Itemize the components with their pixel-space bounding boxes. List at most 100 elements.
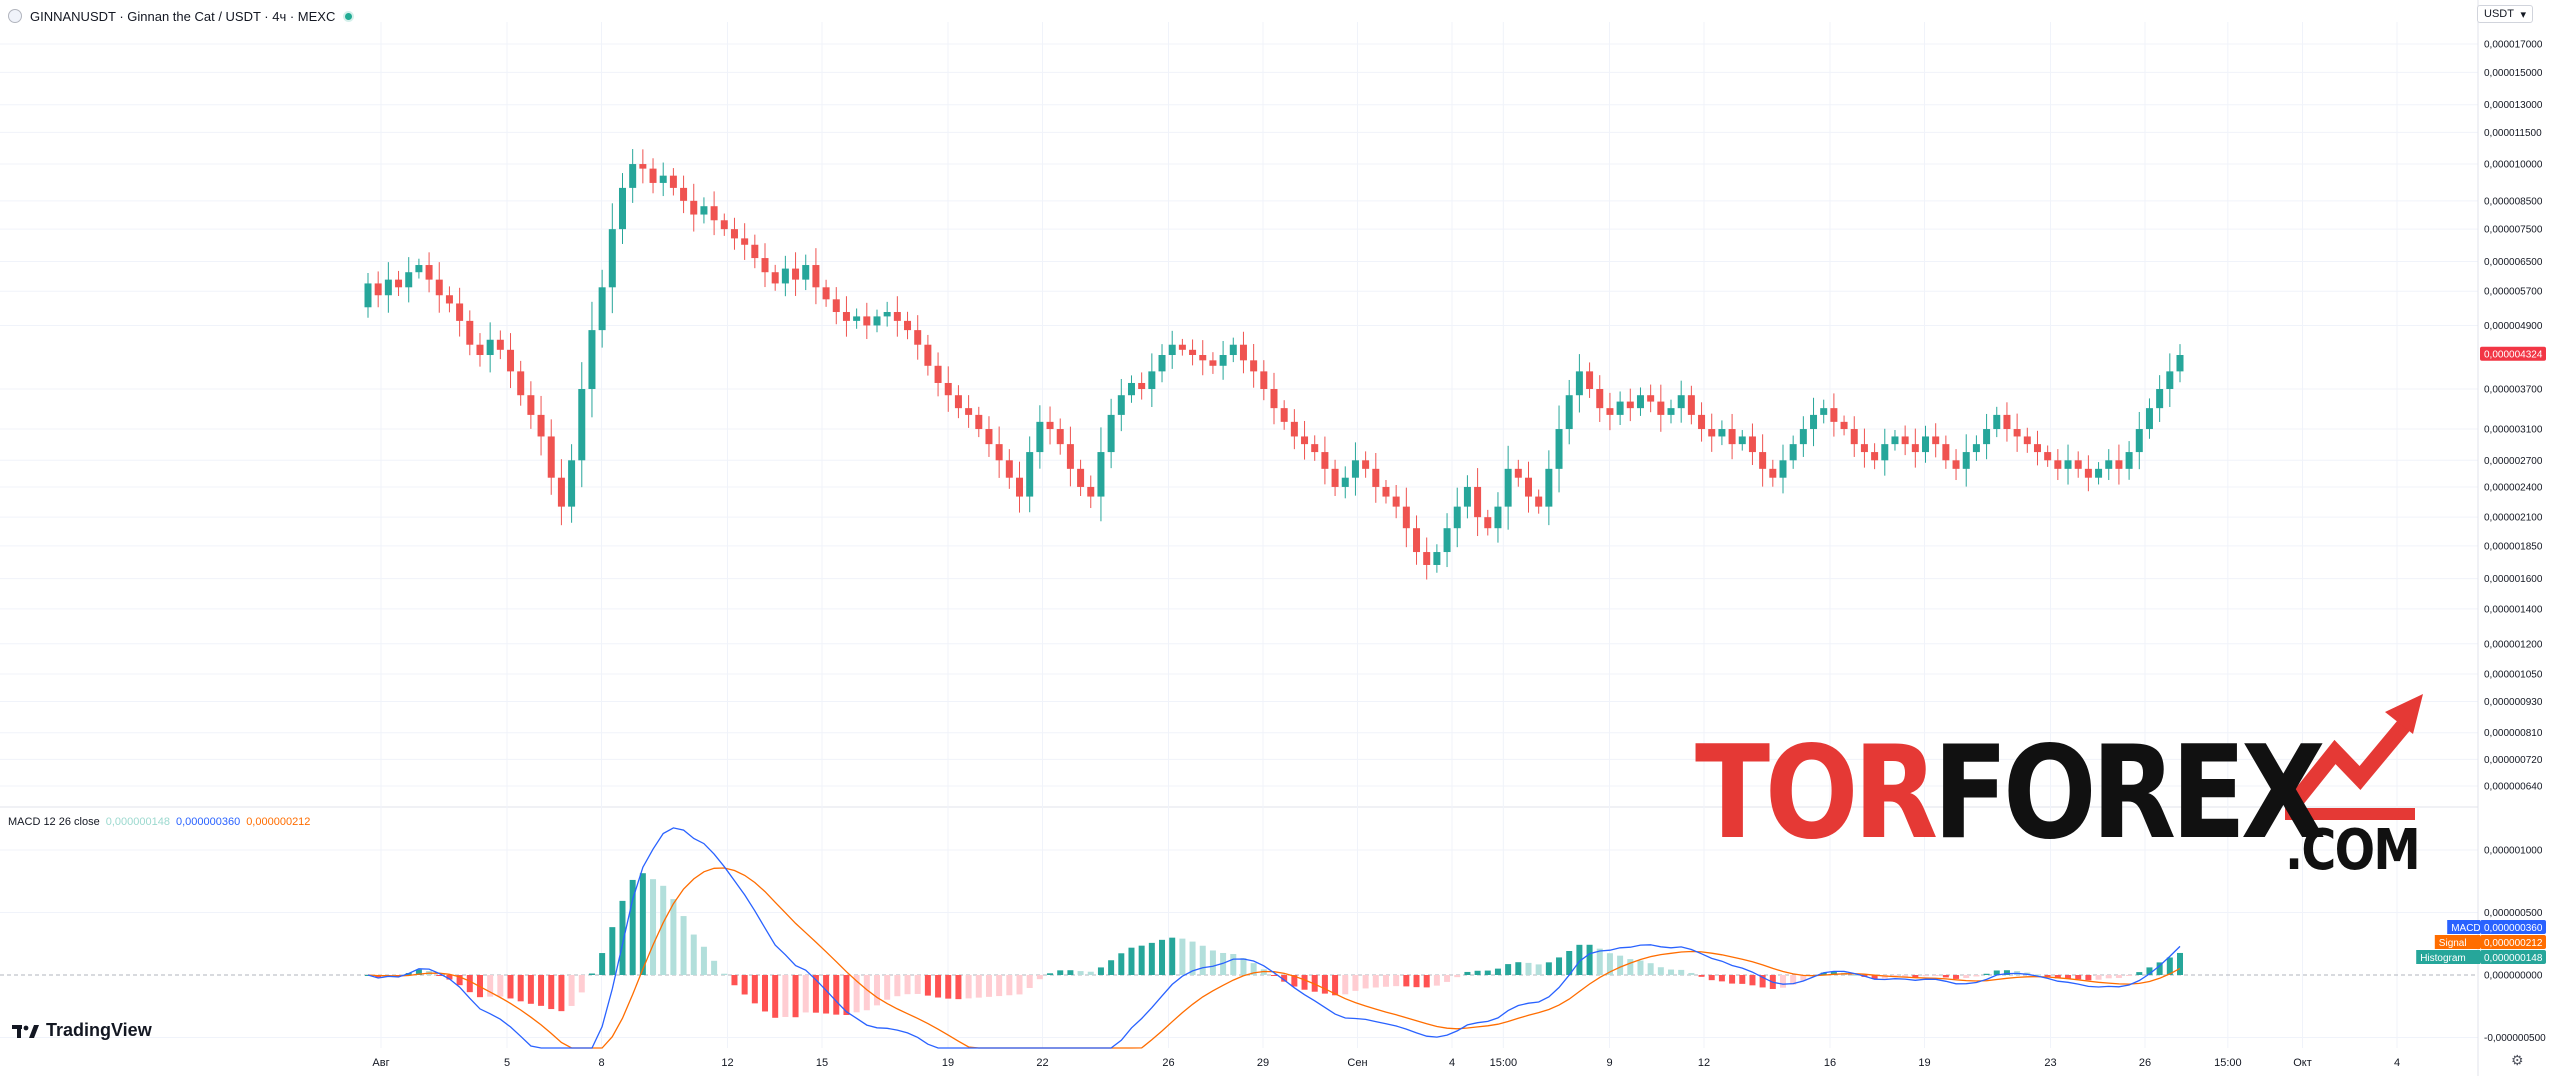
- tradingview-logo-icon: [12, 1024, 39, 1038]
- currency-button[interactable]: USDT ▾: [2477, 5, 2533, 23]
- candle-body: [1402, 506, 1410, 529]
- histogram-bar: [1779, 975, 1786, 988]
- histogram-bar: [527, 975, 534, 1004]
- histogram-bar: [415, 969, 422, 975]
- symbol-header[interactable]: GINNANUSDT · Ginnan the Cat / USDT · 4ч …: [8, 6, 355, 26]
- candle-body: [1250, 360, 1258, 372]
- candle-body: [1881, 444, 1889, 461]
- candle-body: [1484, 517, 1492, 529]
- candle-body: [1331, 468, 1339, 487]
- price-tick-label: 0,000001600: [2484, 574, 2543, 585]
- candle-body: [1983, 429, 1991, 445]
- candle-body: [1606, 408, 1614, 415]
- histogram-bar: [1444, 975, 1451, 982]
- candle-body: [517, 371, 525, 396]
- time-tick-label: 26: [1162, 1057, 1174, 1069]
- candle-body: [1107, 414, 1115, 453]
- histogram-bar: [1708, 975, 1715, 981]
- currency-label: USDT: [2484, 8, 2514, 20]
- candle-body: [2125, 452, 2133, 469]
- candle-body: [1239, 344, 1247, 361]
- histogram-bar: [1851, 974, 1858, 976]
- histogram-bar: [1118, 953, 1125, 975]
- candle-body: [1321, 452, 1329, 469]
- histogram-bar: [863, 975, 870, 1011]
- symbol-title[interactable]: GINNANUSDT · Ginnan the Cat / USDT · 4ч …: [30, 8, 336, 24]
- candle-body: [1158, 355, 1166, 372]
- histogram-bar: [2166, 957, 2173, 975]
- candle-body: [1545, 468, 1553, 507]
- time-tick-label: 9: [1606, 1057, 1612, 1069]
- histogram-bar: [1352, 975, 1359, 991]
- histogram-bar: [1820, 972, 1827, 975]
- candle-body: [944, 382, 952, 396]
- macd-legend[interactable]: MACD 12 26 close 0,000000148 0,000000360…: [8, 816, 310, 828]
- candle-body: [2023, 436, 2031, 445]
- candle-body: [1962, 452, 1970, 469]
- candle-body: [618, 187, 626, 230]
- histogram-bar: [2075, 975, 2082, 980]
- histogram-bar: [558, 975, 565, 1012]
- histogram-bar: [1067, 970, 1074, 975]
- candle-body: [720, 220, 728, 230]
- tradingview-logo[interactable]: TradingView: [12, 1020, 152, 1041]
- candle-body: [1616, 401, 1624, 415]
- histogram-bar: [1097, 967, 1104, 975]
- histogram-bar: [466, 975, 473, 993]
- histogram-bar: [670, 899, 677, 975]
- candle-body: [1718, 429, 1726, 437]
- candle-body: [1372, 468, 1380, 487]
- histogram-bar: [609, 927, 616, 975]
- candle-body: [1016, 477, 1024, 497]
- histogram-bar: [1026, 975, 1033, 989]
- histogram-bar: [1668, 969, 1675, 975]
- time-tick-label: 22: [1036, 1057, 1048, 1069]
- candle-body: [1270, 389, 1278, 409]
- coin-icon: [8, 9, 22, 23]
- price-axis[interactable]: 0,000017000 0,000015000 0,000013000 0,00001…: [2477, 0, 2560, 1076]
- candle-body: [507, 349, 515, 372]
- time-tick-label: Окт: [2293, 1057, 2312, 1069]
- candle-body: [1830, 408, 1838, 422]
- macd-legend-macd: 0,000000360: [175, 816, 241, 828]
- histogram-bar: [1087, 971, 1094, 975]
- histogram-bar: [1586, 944, 1593, 975]
- histogram-bar: [1281, 975, 1288, 982]
- histogram-bar: [1688, 972, 1695, 975]
- chevron-down-icon: ▾: [2520, 8, 2526, 21]
- histogram-bar: [1138, 945, 1145, 975]
- candle-body: [1474, 486, 1482, 518]
- price-tick-label: 0,000003100: [2484, 425, 2543, 436]
- histogram-bar: [731, 975, 738, 986]
- candle-body: [1097, 452, 1105, 497]
- histogram-bar: [1301, 975, 1308, 990]
- candle-body: [1860, 444, 1868, 453]
- price-tick-label: 0,000013000: [2484, 100, 2543, 111]
- candle-body: [781, 268, 789, 284]
- histogram-bar: [1963, 975, 1970, 979]
- histogram-bar: [690, 934, 697, 975]
- candle-body: [1026, 452, 1034, 497]
- candle-body: [384, 279, 392, 296]
- candle-body: [1382, 486, 1390, 497]
- trend-arrow-icon: [2285, 694, 2423, 820]
- candle-body: [669, 175, 677, 188]
- macd-badge: 0,000000360: [2484, 923, 2543, 934]
- time-axis[interactable]: Авг 5 8 12 15 19 22 26 29 Сен 4 15:00 9 12 16 19 23 26 15:…: [372, 1057, 2400, 1069]
- candle-body: [1901, 436, 1909, 445]
- macd-axis[interactable]: 0,000001000 0,000000500 0,000000000 -0,0000…: [2484, 846, 2546, 1045]
- candle-body: [405, 272, 413, 288]
- watermark-forex: FOREX: [1932, 719, 2326, 868]
- histogram-bar: [711, 960, 718, 975]
- value-badges: 0,000004324 MACD 0,000000360 Signal 0,000000…: [2416, 346, 2546, 964]
- histogram-bar: [1159, 939, 1166, 975]
- histogram-bar: [955, 975, 962, 1000]
- histogram-bar: [1382, 975, 1389, 987]
- histogram-bar: [1637, 960, 1644, 975]
- gear-icon[interactable]: ⚙: [2511, 1052, 2524, 1068]
- histogram-bar: [436, 975, 443, 976]
- histogram-bar: [1993, 970, 2000, 975]
- histogram-bar: [1657, 967, 1664, 975]
- last-price-badge-bg: [2480, 346, 2546, 361]
